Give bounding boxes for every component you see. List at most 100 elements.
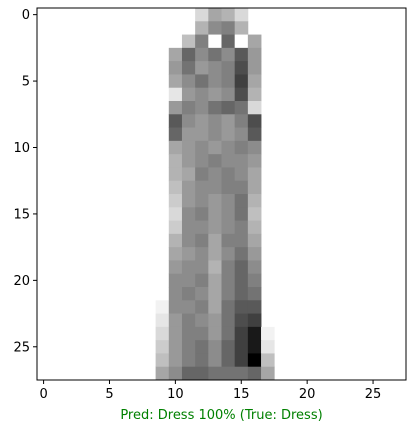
pixel-cell — [168, 180, 183, 195]
pixel-cell — [155, 340, 170, 354]
pixel-cell — [208, 353, 222, 368]
pixel-cell — [247, 366, 262, 381]
pixel-cell — [221, 260, 236, 275]
pixel-cell — [195, 220, 209, 235]
pixel-cell — [234, 140, 249, 155]
pixel-cell — [234, 21, 249, 35]
pixel-cell — [168, 194, 183, 208]
pixel-cell — [221, 220, 236, 235]
pixel-cell — [208, 260, 222, 275]
pixel-cell — [168, 326, 183, 341]
pixel-cell — [195, 74, 209, 89]
y-tick-label: 5 — [22, 75, 30, 90]
pixel-cell — [247, 74, 262, 89]
x-tick-label: 20 — [299, 387, 316, 402]
pixel-cell — [234, 101, 249, 115]
pixel-cell — [247, 194, 262, 208]
pixel-cell — [221, 87, 236, 102]
pixel-cell — [234, 127, 249, 142]
pixel-cell — [181, 74, 196, 89]
pixel-cell — [168, 287, 183, 301]
pixel-cell — [208, 101, 222, 115]
pixel-cell — [234, 233, 249, 248]
pixel-cell — [195, 21, 209, 35]
pixel-cell — [221, 8, 236, 22]
pixel-cell — [208, 233, 222, 248]
y-tick-label: 20 — [13, 274, 30, 289]
pixel-cell — [181, 326, 196, 341]
pixel-cell — [181, 287, 196, 301]
pixel-cell — [168, 87, 183, 102]
pixel-cell — [195, 114, 209, 128]
pixel-cell — [221, 167, 236, 182]
x-tick-label: 25 — [365, 387, 382, 402]
pixel-cell — [181, 340, 196, 354]
pixel-cell — [168, 247, 183, 261]
x-axis-label: Pred: Dress 100% (True: Dress) — [120, 408, 322, 423]
pixel-cell — [195, 233, 209, 248]
pixel-cell — [208, 47, 222, 62]
pixel-cell — [208, 114, 222, 128]
pixel-cell — [168, 114, 183, 128]
pixel-cell — [247, 300, 262, 314]
pixel-cell — [195, 101, 209, 115]
pixel-cell — [234, 154, 249, 168]
pixel-cell — [261, 340, 275, 354]
pixel-cell — [181, 220, 196, 235]
pixel-cell — [247, 233, 262, 248]
pixel-cell — [181, 114, 196, 128]
pixel-cell — [195, 87, 209, 102]
pixel-cell — [168, 127, 183, 142]
pixel-cell — [181, 207, 196, 221]
pixel-cell — [247, 87, 262, 102]
pixel-cell — [247, 287, 262, 301]
pixel-cell — [181, 127, 196, 142]
pixel-cell — [221, 300, 236, 314]
pixel-cell — [168, 366, 183, 381]
pixel-cell — [208, 61, 222, 75]
pixel-cell — [195, 8, 209, 22]
pixel-cell — [221, 101, 236, 115]
pixel-cell — [247, 127, 262, 142]
pixel-cell — [155, 300, 170, 314]
pixel-cell — [195, 353, 209, 368]
pixel-cell — [208, 287, 222, 301]
pixel-cell — [234, 47, 249, 62]
pixel-cell — [181, 273, 196, 288]
pixel-cell — [168, 233, 183, 248]
pixel-cell — [247, 313, 262, 328]
pixel-cell — [168, 353, 183, 368]
pixel-cell — [208, 273, 222, 288]
pixel-cell — [234, 34, 249, 49]
pixel-cell — [155, 326, 170, 341]
pixel-grid — [155, 8, 275, 381]
pixel-cell — [221, 34, 236, 49]
pixel-cell — [168, 47, 183, 62]
pixel-cell — [181, 300, 196, 314]
pixel-cell — [234, 273, 249, 288]
x-tick-label: 10 — [167, 387, 184, 402]
pixel-cell — [168, 273, 183, 288]
pixel-cell — [195, 326, 209, 341]
pixel-cell — [181, 154, 196, 168]
pixel-cell — [208, 167, 222, 182]
pixel-cell — [221, 233, 236, 248]
pixel-cell — [168, 154, 183, 168]
pixel-cell — [195, 61, 209, 75]
pixel-cell — [234, 8, 249, 22]
pixel-cell — [221, 47, 236, 62]
pixel-cell — [208, 220, 222, 235]
pixel-cell — [221, 366, 236, 381]
pixel-cell — [181, 167, 196, 182]
pixel-cell — [168, 340, 183, 354]
pixel-cell — [208, 8, 222, 22]
pixel-cell — [181, 366, 196, 381]
pixel-cell — [247, 154, 262, 168]
pixel-cell — [168, 220, 183, 235]
pixel-cell — [181, 247, 196, 261]
pixel-cell — [247, 114, 262, 128]
pixel-cell — [221, 247, 236, 261]
pixel-cell — [247, 247, 262, 261]
pixel-cell — [221, 127, 236, 142]
pixel-cell — [234, 61, 249, 75]
